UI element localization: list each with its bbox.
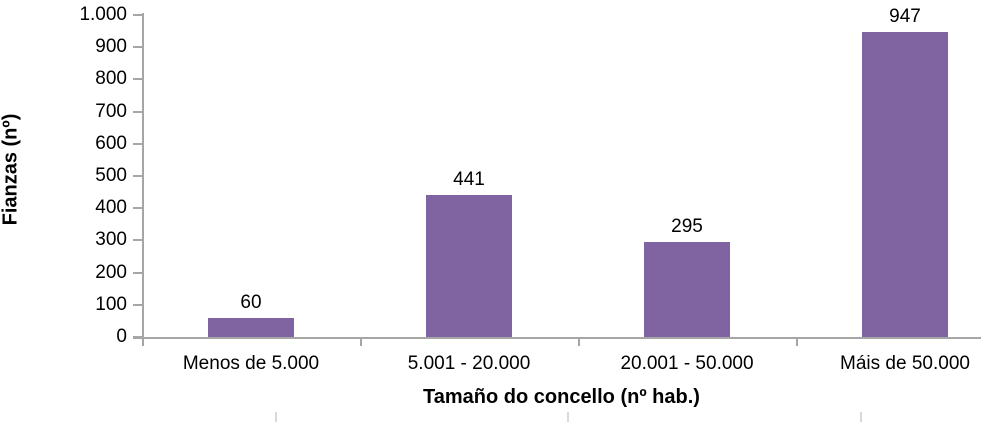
bottom-faint-tick — [567, 412, 569, 422]
bar-value-label: 60 — [240, 292, 262, 313]
y-tick-label: 500 — [95, 165, 127, 186]
y-axis-tick — [133, 14, 142, 16]
y-tick-label: 200 — [95, 261, 127, 283]
y-axis-tick — [133, 303, 142, 306]
x-tick-label: 20.001 - 50.000 — [620, 353, 754, 374]
y-axis-tick — [133, 142, 142, 145]
y-axis-tick — [133, 46, 142, 49]
y-axis-title: Fianzas (nº) — [0, 113, 22, 226]
x-axis-line — [133, 337, 981, 339]
x-tick-label: 5.001 - 20.000 — [407, 353, 531, 374]
bar — [862, 32, 948, 337]
y-axis-tick — [133, 207, 142, 210]
bottom-faint-tick — [275, 412, 277, 422]
y-tick-label: 400 — [95, 197, 127, 219]
x-axis-title: Tamaño do concello (nº hab.) — [423, 386, 700, 408]
y-tick-label: 100 — [95, 293, 127, 315]
y-tick-label: 1.000 — [79, 4, 127, 25]
y-axis-tick — [133, 78, 142, 81]
y-tick-label: 800 — [95, 68, 127, 90]
x-axis-boundary-tick — [360, 337, 362, 346]
x-tick-label: Máis de 50.000 — [840, 353, 970, 374]
y-axis-tick — [133, 175, 142, 177]
y-tick-label: 300 — [95, 229, 127, 251]
bar-value-label: 295 — [671, 216, 703, 237]
y-tick-label: 600 — [95, 132, 127, 154]
bar-value-label: 441 — [453, 169, 485, 190]
y-axis-line — [142, 13, 144, 346]
bar — [644, 242, 730, 337]
y-axis-tick — [133, 110, 142, 113]
bar — [208, 318, 294, 337]
x-axis-boundary-tick — [796, 337, 798, 346]
bar-value-label: 947 — [889, 6, 921, 27]
bottom-faint-tick — [860, 412, 862, 422]
x-tick-label: Menos de 5.000 — [182, 353, 320, 374]
x-axis-boundary-tick — [578, 337, 580, 346]
y-tick-label: 700 — [95, 100, 127, 122]
y-axis-tick — [133, 239, 142, 242]
y-tick-label: 900 — [95, 36, 127, 58]
y-axis-tick — [133, 271, 142, 274]
y-tick-label: 0 — [116, 326, 127, 347]
bar — [426, 195, 512, 337]
